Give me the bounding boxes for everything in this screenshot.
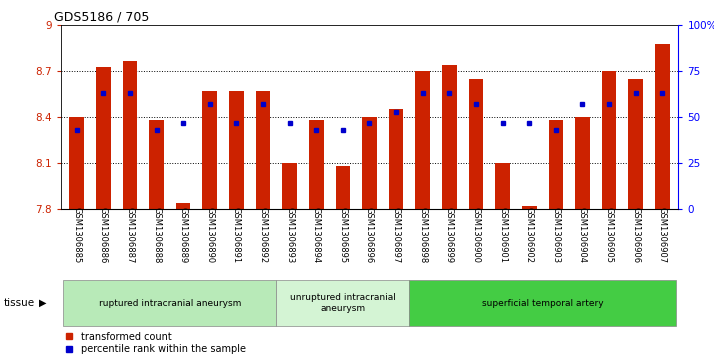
- Bar: [362, 117, 377, 209]
- Bar: [409, 281, 675, 326]
- Text: ▶: ▶: [39, 298, 47, 308]
- Bar: [628, 79, 643, 209]
- Bar: [522, 206, 536, 209]
- Text: GSM1306892: GSM1306892: [258, 207, 268, 263]
- Text: GSM1306906: GSM1306906: [631, 207, 640, 263]
- Text: ruptured intracranial aneurysm: ruptured intracranial aneurysm: [99, 299, 241, 307]
- Bar: [389, 109, 403, 209]
- Text: GSM1306886: GSM1306886: [99, 207, 108, 263]
- Bar: [256, 91, 271, 209]
- Text: GSM1306890: GSM1306890: [205, 207, 214, 263]
- Text: GSM1306899: GSM1306899: [445, 207, 454, 263]
- Bar: [176, 203, 191, 209]
- Text: GSM1306889: GSM1306889: [178, 207, 188, 263]
- Bar: [442, 65, 457, 209]
- Text: GSM1306887: GSM1306887: [126, 207, 134, 263]
- Bar: [336, 166, 350, 209]
- Bar: [276, 281, 409, 326]
- Bar: [64, 281, 276, 326]
- Text: GSM1306895: GSM1306895: [338, 207, 348, 263]
- Text: GSM1306888: GSM1306888: [152, 207, 161, 263]
- Text: GSM1306902: GSM1306902: [525, 207, 534, 263]
- Text: GDS5186 / 705: GDS5186 / 705: [54, 11, 149, 24]
- Bar: [282, 163, 297, 209]
- Bar: [655, 44, 670, 209]
- Bar: [602, 71, 616, 209]
- Text: GSM1306885: GSM1306885: [72, 207, 81, 263]
- Legend: transformed count, percentile rank within the sample: transformed count, percentile rank withi…: [66, 331, 246, 355]
- Text: GSM1306901: GSM1306901: [498, 207, 507, 263]
- Bar: [69, 117, 84, 209]
- Text: GSM1306907: GSM1306907: [658, 207, 667, 263]
- Text: tissue: tissue: [4, 298, 35, 308]
- Text: GSM1306898: GSM1306898: [418, 207, 427, 263]
- Bar: [229, 91, 243, 209]
- Bar: [96, 67, 111, 209]
- Text: GSM1306900: GSM1306900: [471, 207, 481, 263]
- Text: superficial temporal artery: superficial temporal artery: [482, 299, 603, 307]
- Text: GSM1306891: GSM1306891: [232, 207, 241, 263]
- Bar: [203, 91, 217, 209]
- Bar: [468, 79, 483, 209]
- Bar: [416, 71, 430, 209]
- Bar: [496, 163, 510, 209]
- Text: GSM1306905: GSM1306905: [605, 207, 613, 263]
- Bar: [575, 117, 590, 209]
- Text: unruptured intracranial
aneurysm: unruptured intracranial aneurysm: [290, 293, 396, 313]
- Text: GSM1306894: GSM1306894: [312, 207, 321, 263]
- Bar: [123, 61, 137, 209]
- Bar: [149, 120, 164, 209]
- Bar: [548, 120, 563, 209]
- Bar: [309, 120, 323, 209]
- Text: GSM1306893: GSM1306893: [285, 207, 294, 263]
- Text: GSM1306896: GSM1306896: [365, 207, 374, 263]
- Text: GSM1306903: GSM1306903: [551, 207, 560, 263]
- Text: GSM1306897: GSM1306897: [391, 207, 401, 263]
- Text: GSM1306904: GSM1306904: [578, 207, 587, 263]
